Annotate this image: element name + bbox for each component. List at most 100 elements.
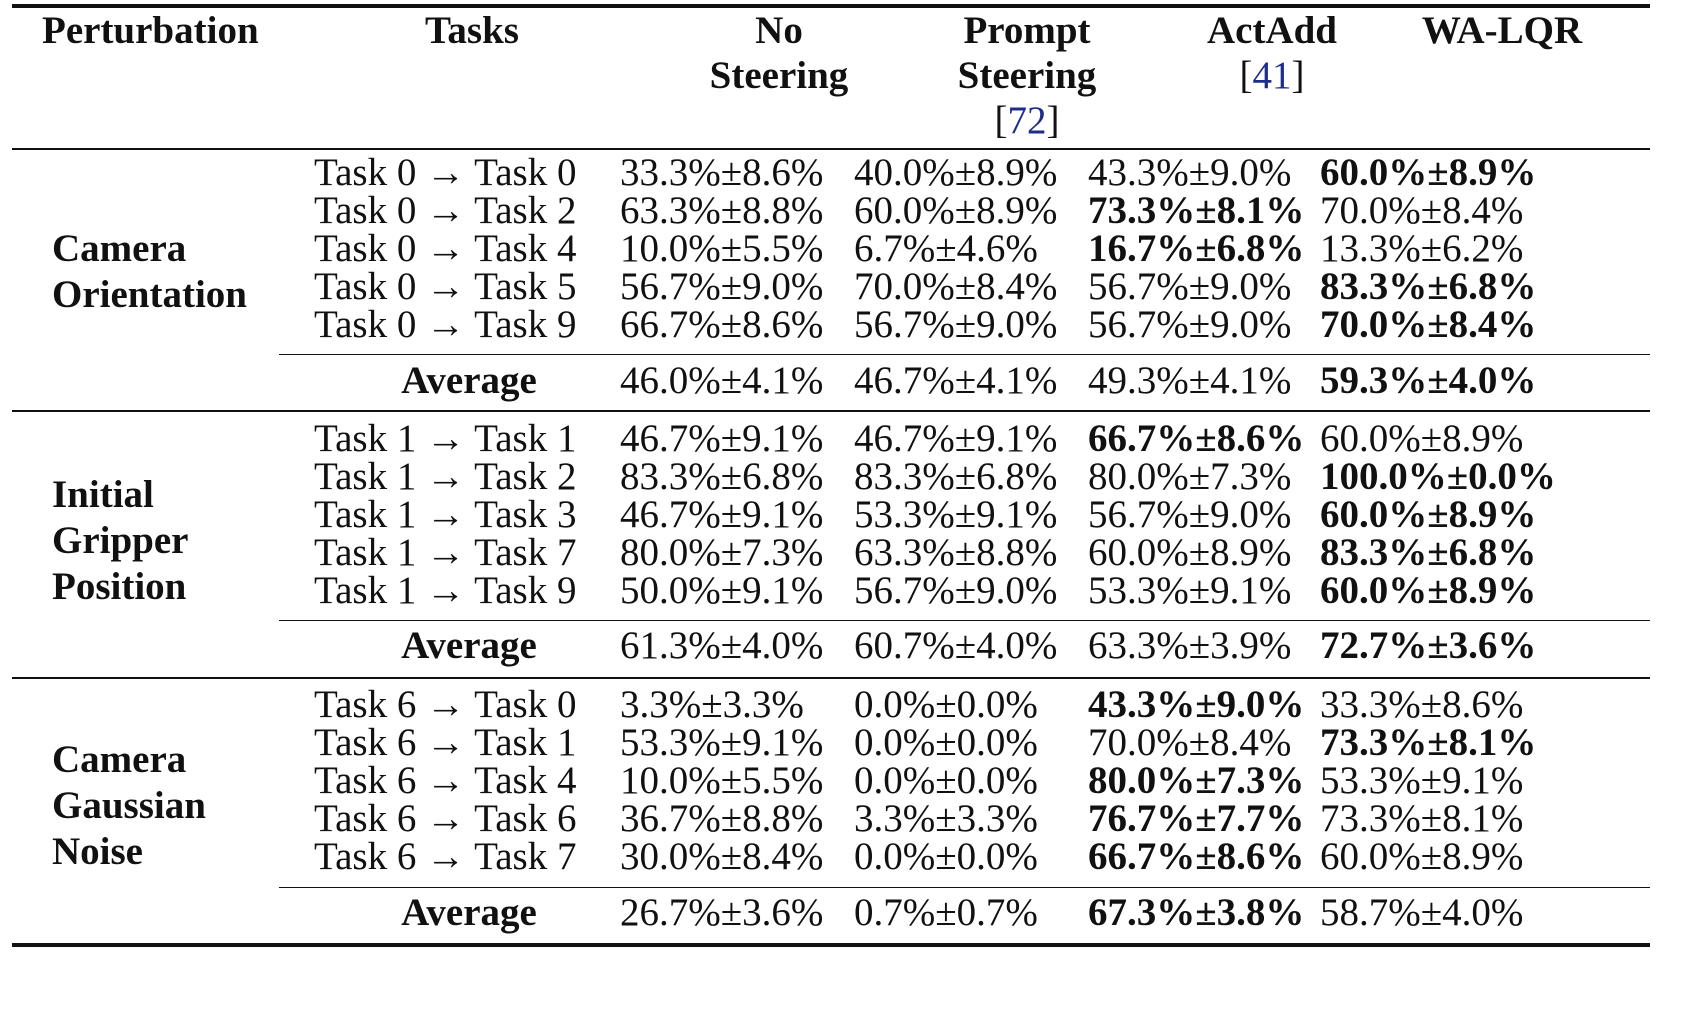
walqr-cell: 60.0%±8.9% <box>1320 417 1524 460</box>
task-cell: Task 6 → Task 4 <box>314 759 577 802</box>
task-cell: Task 6 → Task 6 <box>314 797 577 840</box>
walqr-cell: 100.0%±0.0% <box>1320 455 1556 498</box>
prompt-steering-cell: 3.3%±3.3% <box>854 797 1038 840</box>
header-tasks: Tasks <box>425 9 519 52</box>
header-perturbation: Perturbation <box>42 9 259 52</box>
walqr-cell: 83.3%±6.8% <box>1320 265 1537 308</box>
citation-link[interactable]: 72 <box>1007 99 1047 142</box>
prompt-steering-cell: 0.0%±0.0% <box>854 835 1038 878</box>
average-walqr: 58.7%±4.0% <box>1320 891 1524 934</box>
walqr-cell: 13.3%±6.2% <box>1320 227 1524 270</box>
task-cell: Task 0 → Task 5 <box>314 265 577 308</box>
prompt-steering-cell: 83.3%±6.8% <box>854 455 1058 498</box>
actadd-cell: 56.7%±9.0% <box>1088 265 1292 308</box>
average-no-steering: 26.7%±3.6% <box>620 891 824 934</box>
prompt-steering-cell: 60.0%±8.9% <box>854 189 1058 232</box>
no-steering-cell: 50.0%±9.1% <box>620 569 824 612</box>
no-steering-cell: 10.0%±5.5% <box>620 759 824 802</box>
actadd-cell: 73.3%±8.1% <box>1088 189 1305 232</box>
header-no-steering: No Steering <box>709 9 849 97</box>
task-cell: Task 0 → Task 0 <box>314 151 577 194</box>
header-prompt-steering: Prompt Steering [72] <box>957 9 1097 142</box>
actadd-cell: 76.7%±7.7% <box>1088 797 1305 840</box>
top-rule <box>12 4 1650 8</box>
no-steering-cell: 80.0%±7.3% <box>620 531 824 574</box>
walqr-cell: 60.0%±8.9% <box>1320 835 1524 878</box>
average-prompt-steering: 46.7%±4.1% <box>854 359 1058 402</box>
prompt-steering-cell: 53.3%±9.1% <box>854 493 1058 536</box>
perturbation-label: Camera Orientation <box>52 227 247 316</box>
no-steering-cell: 66.7%±8.6% <box>620 303 824 346</box>
no-steering-cell: 53.3%±9.1% <box>620 721 824 764</box>
prompt-steering-cell: 56.7%±9.0% <box>854 303 1058 346</box>
prompt-steering-cell: 6.7%±4.6% <box>854 227 1038 270</box>
actadd-cell: 66.7%±8.6% <box>1088 835 1305 878</box>
average-walqr: 59.3%±4.0% <box>1320 359 1537 402</box>
prompt-steering-cell: 56.7%±9.0% <box>854 569 1058 612</box>
average-label: Average <box>401 624 537 667</box>
walqr-cell: 70.0%±8.4% <box>1320 303 1537 346</box>
perturbation-label: Camera Gaussian Noise <box>52 738 206 873</box>
task-cell: Task 0 → Task 2 <box>314 189 577 232</box>
bottom-rule <box>12 943 1650 947</box>
average-no-steering: 46.0%±4.1% <box>620 359 824 402</box>
actadd-cell: 53.3%±9.1% <box>1088 569 1292 612</box>
average-label: Average <box>401 359 537 402</box>
actadd-cell: 66.7%±8.6% <box>1088 417 1305 460</box>
prompt-steering-cell: 0.0%±0.0% <box>854 683 1038 726</box>
task-cell: Task 6 → Task 7 <box>314 835 577 878</box>
prompt-steering-cell: 46.7%±9.1% <box>854 417 1058 460</box>
no-steering-cell: 30.0%±8.4% <box>620 835 824 878</box>
average-prompt-steering: 60.7%±4.0% <box>854 624 1058 667</box>
task-cell: Task 0 → Task 4 <box>314 227 577 270</box>
results-table: Perturbation Tasks No Steering Prompt St… <box>12 0 1650 1029</box>
task-cell: Task 1 → Task 3 <box>314 493 577 536</box>
no-steering-cell: 83.3%±6.8% <box>620 455 824 498</box>
actadd-cell: 43.3%±9.0% <box>1088 683 1305 726</box>
average-rule <box>279 354 1650 355</box>
task-cell: Task 6 → Task 1 <box>314 721 577 764</box>
actadd-cell: 80.0%±7.3% <box>1088 759 1305 802</box>
no-steering-cell: 3.3%±3.3% <box>620 683 804 726</box>
actadd-cell: 70.0%±8.4% <box>1088 721 1292 764</box>
no-steering-cell: 10.0%±5.5% <box>620 227 824 270</box>
task-cell: Task 1 → Task 9 <box>314 569 577 612</box>
prompt-steering-cell: 63.3%±8.8% <box>854 531 1058 574</box>
group-rule <box>12 410 1650 412</box>
no-steering-cell: 56.7%±9.0% <box>620 265 824 308</box>
citation-link[interactable]: 41 <box>1252 54 1292 97</box>
walqr-cell: 53.3%±9.1% <box>1320 759 1524 802</box>
walqr-cell: 60.0%±8.9% <box>1320 151 1537 194</box>
header-walqr: WA-LQR <box>1421 9 1583 52</box>
average-prompt-steering: 0.7%±0.7% <box>854 891 1038 934</box>
no-steering-cell: 33.3%±8.6% <box>620 151 824 194</box>
no-steering-cell: 63.3%±8.8% <box>620 189 824 232</box>
walqr-cell: 60.0%±8.9% <box>1320 569 1537 612</box>
actadd-cell: 16.7%±6.8% <box>1088 227 1305 270</box>
prompt-steering-cell: 0.0%±0.0% <box>854 759 1038 802</box>
average-no-steering: 61.3%±4.0% <box>620 624 824 667</box>
walqr-cell: 33.3%±8.6% <box>1320 683 1524 726</box>
walqr-cell: 83.3%±6.8% <box>1320 531 1537 574</box>
average-actadd: 67.3%±3.8% <box>1088 891 1305 934</box>
walqr-cell: 73.3%±8.1% <box>1320 721 1537 764</box>
actadd-cell: 56.7%±9.0% <box>1088 493 1292 536</box>
average-rule <box>279 620 1650 621</box>
no-steering-cell: 36.7%±8.8% <box>620 797 824 840</box>
header-rule <box>12 148 1650 150</box>
average-rule <box>279 887 1650 888</box>
walqr-cell: 60.0%±8.9% <box>1320 493 1537 536</box>
prompt-steering-cell: 70.0%±8.4% <box>854 265 1058 308</box>
task-cell: Task 1 → Task 7 <box>314 531 577 574</box>
task-cell: Task 1 → Task 1 <box>314 417 577 460</box>
prompt-steering-cell: 40.0%±8.9% <box>854 151 1058 194</box>
walqr-cell: 70.0%±8.4% <box>1320 189 1524 232</box>
task-cell: Task 1 → Task 2 <box>314 455 577 498</box>
task-cell: Task 0 → Task 9 <box>314 303 577 346</box>
group-rule <box>12 677 1650 679</box>
actadd-cell: 60.0%±8.9% <box>1088 531 1292 574</box>
actadd-cell: 56.7%±9.0% <box>1088 303 1292 346</box>
average-walqr: 72.7%±3.6% <box>1320 624 1537 667</box>
no-steering-cell: 46.7%±9.1% <box>620 417 824 460</box>
walqr-cell: 73.3%±8.1% <box>1320 797 1524 840</box>
